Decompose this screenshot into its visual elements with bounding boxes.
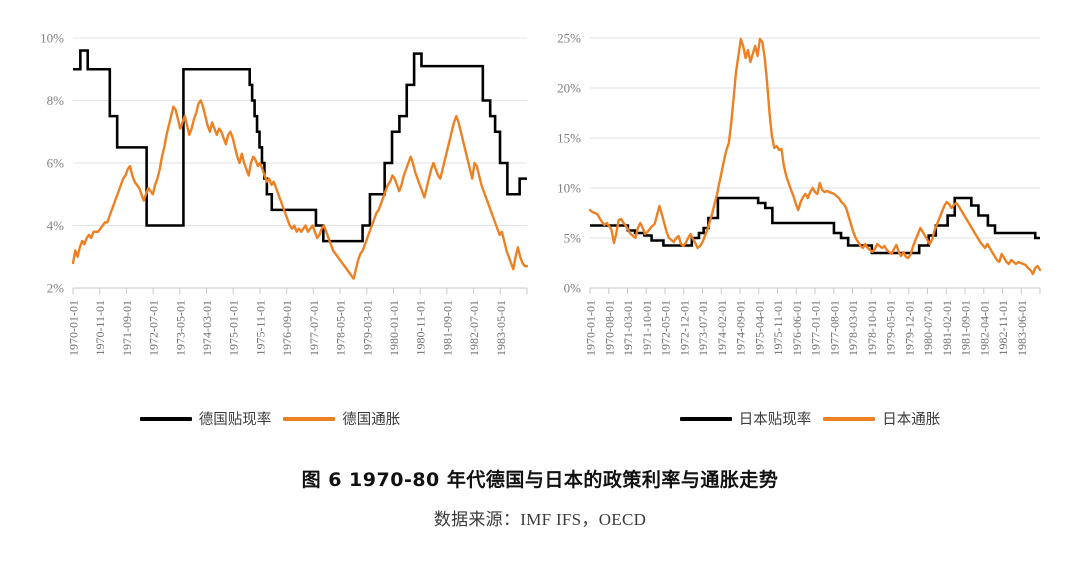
legend-swatch-line-icon <box>283 416 336 421</box>
x-axis-tick-label: 1970-01-01 <box>584 300 598 356</box>
legend-label-japan-inflation: 日本通胀 <box>882 412 941 428</box>
legend-entry-japan-inflation: 日本通胀 <box>823 408 940 429</box>
figure-caption: 图 6 1970-80 年代德国与日本的政策利率与通胀走势 <box>301 469 779 491</box>
x-axis-tick-label: 1974-09-01 <box>734 300 748 356</box>
legend-swatch-line-icon <box>139 416 192 421</box>
y-axis-tick-label: 5% <box>564 231 582 246</box>
x-axis-tick-label: 1976-09-01 <box>280 300 294 356</box>
legend-label-germany-policy: 德国贴现率 <box>198 412 272 428</box>
x-axis-tick-label: 1980-11-01 <box>414 300 428 356</box>
x-axis-tick-label: 1978-05-01 <box>334 300 348 356</box>
x-axis-tick-label: 1982-07-01 <box>467 300 481 356</box>
y-axis-tick-label: 8% <box>47 93 65 108</box>
y-axis-tick-label: 2% <box>47 281 65 296</box>
legend-label-japan-policy: 日本贴现率 <box>738 412 812 428</box>
figure-source: 数据来源：IMF IFS，OECD <box>433 509 647 529</box>
x-axis-tick-label: 1979-12-01 <box>902 300 916 356</box>
x-axis-tick-label: 1981-02-01 <box>940 300 954 356</box>
y-axis-tick-label: 15% <box>557 131 581 146</box>
y-axis-tick-label: 25% <box>557 31 581 46</box>
legend-germany: 德国贴现率 德国通胀 <box>0 408 540 429</box>
x-axis-tick-label: 1973-07-01 <box>696 300 710 356</box>
x-axis-tick-label: 1982-04-01 <box>977 300 991 356</box>
series-line-policy-rate <box>73 49 527 243</box>
x-axis-tick-label: 1970-11-01 <box>93 300 107 356</box>
chart-panel-japan: 0% 5% 10% 15% 20% 25% 1970-01-01 1970-08-01 1971… <box>540 0 1080 450</box>
legend-swatch-line-icon <box>679 416 732 421</box>
legend-label-germany-inflation: 德国通胀 <box>342 412 401 428</box>
x-axis-tick-label: 1978-03-01 <box>846 300 860 356</box>
legend-japan: 日本贴现率 日本通胀 <box>540 408 1080 429</box>
x-axis-tick-label: 1981-09-01 <box>440 300 454 356</box>
x-axis-tick-label: 1978-10-01 <box>865 300 879 356</box>
x-axis-tick-label: 1971-09-01 <box>120 300 134 356</box>
legend-entry-germany-policy: 德国贴现率 <box>139 408 272 429</box>
x-axis-tick-label: 1970-08-01 <box>602 300 616 356</box>
x-axis-tick-label: 1980-07-01 <box>921 300 935 356</box>
germany-chart-svg: 2% 4% 6% 8% 10% 1970-01-01 1970-11-01 1971-09-0… <box>40 31 529 356</box>
y-axis-tick-label: 10% <box>557 181 581 196</box>
y-axis-tick-label: 6% <box>47 156 65 171</box>
x-axis-tick-label: 1975-11-01 <box>253 300 267 356</box>
x-axis-tick-label: 1975-04-01 <box>752 300 766 356</box>
x-axis-tick-label: 1972-12-01 <box>677 300 691 356</box>
x-axis-tick-label: 1971-03-01 <box>621 300 635 356</box>
x-axis-tick-label: 1976-06-01 <box>790 300 804 356</box>
x-axis-tick-label: 1983-06-01 <box>1015 300 1029 356</box>
japan-chart-svg: 0% 5% 10% 15% 20% 25% 1970-01-01 1970-08-01 1971… <box>557 31 1042 356</box>
series-line-policy-rate <box>590 196 1040 255</box>
y-axis-tick-label: 0% <box>564 281 582 296</box>
x-axis-tick-label: 1975-11-01 <box>771 300 785 356</box>
chart-panel-germany: 2% 4% 6% 8% 10% 1970-01-01 1970-11-01 1971-09-0… <box>0 0 540 450</box>
x-axis-tick-label: 1974-02-01 <box>715 300 729 356</box>
x-axis-tick-label: 1977-01-01 <box>809 300 823 356</box>
legend-entry-japan-policy: 日本贴现率 <box>679 408 812 429</box>
x-axis-tick-label: 1979-05-01 <box>884 300 898 356</box>
caption-block: 图 6 1970-80 年代德国与日本的政策利率与通胀走势 数据来源：IMF I… <box>0 468 1080 530</box>
x-axis-tick-label: 1972-05-01 <box>659 300 673 356</box>
series-line-inflation <box>71 99 529 280</box>
legend-entry-germany-inflation: 德国通胀 <box>283 408 400 429</box>
x-axis-tick-label: 1977-07-01 <box>307 300 321 356</box>
legend-swatch-line-icon <box>823 416 876 421</box>
x-axis-tick-label: 1979-03-01 <box>360 300 374 356</box>
x-axis-tick-label: 1973-05-01 <box>173 300 187 356</box>
x-axis-tick-label: 1975-01-01 <box>227 300 241 356</box>
y-axis-tick-label: 10% <box>40 31 64 46</box>
x-axis-tick-label: 1971-10-01 <box>640 300 654 356</box>
x-axis-tick-label: 1974-03-01 <box>200 300 214 356</box>
x-axis-tick-label: 1981-09-01 <box>959 300 973 356</box>
series-line-inflation <box>588 37 1042 276</box>
x-axis-tick-label: 1970-01-01 <box>67 300 81 356</box>
x-axis-tick-label: 1980-01-01 <box>387 300 401 356</box>
x-axis-tick-label: 1977-08-01 <box>827 300 841 356</box>
x-axis-tick-label: 1982-11-01 <box>996 300 1010 356</box>
y-axis-tick-label: 4% <box>47 218 65 233</box>
y-axis-tick-label: 20% <box>557 81 581 96</box>
x-axis-tick-label: 1972-07-01 <box>147 300 161 356</box>
x-axis-tick-label: 1983-05-01 <box>494 300 508 356</box>
